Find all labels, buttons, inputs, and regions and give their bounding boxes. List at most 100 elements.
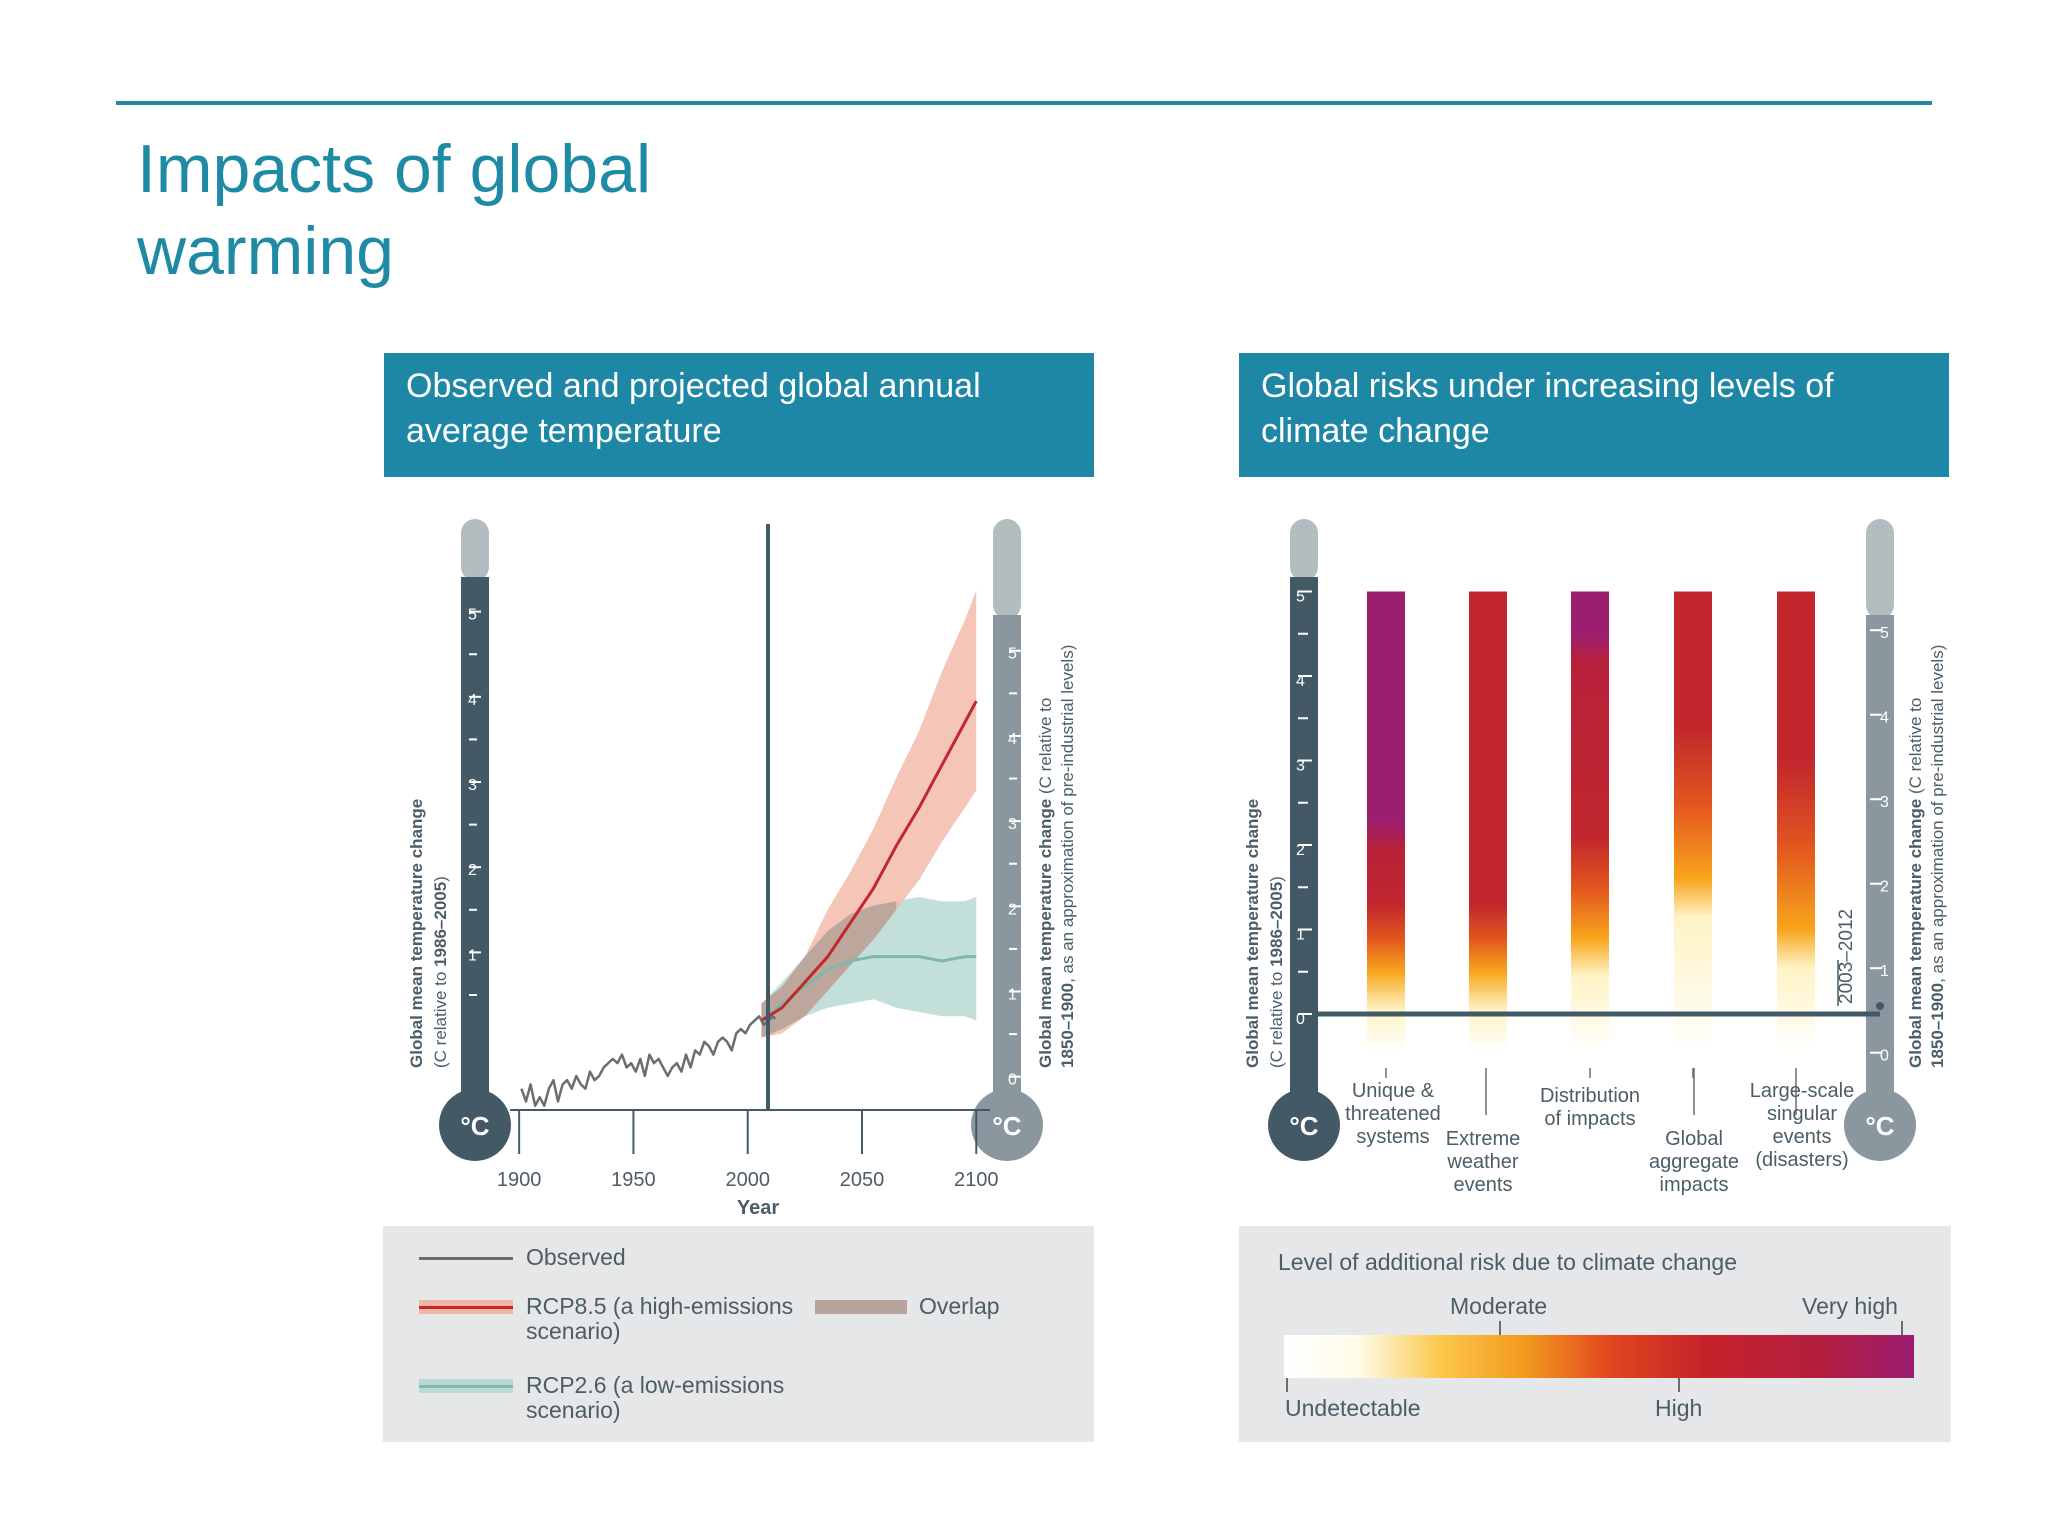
- x-axis-ticks: 1900 1950 2000 2050 2100: [497, 1110, 999, 1191]
- legend-rcp26-label-2: scenario): [526, 1397, 621, 1423]
- risk-level-undetectable: Undetectable: [1285, 1395, 1421, 1421]
- left-thermometer-cap: [461, 519, 489, 581]
- risk-category-label: Distribution of impacts: [1540, 1085, 1640, 1130]
- x-tick-label: 1950: [611, 1169, 656, 1191]
- risk-category-labels: Unique & threatened systems Extreme weather e…: [1345, 1080, 1854, 1196]
- thermo-tick-label: 4: [1296, 673, 1305, 690]
- risk-level-moderate: Moderate: [1450, 1293, 1548, 1319]
- risk-bar: [1367, 591, 1405, 1053]
- risk-tick-high: [1678, 1378, 1680, 1392]
- thermo-tick-label: 0: [1008, 1072, 1017, 1089]
- risk-right-bold-a: Global mean temperature change: [1906, 799, 1925, 1068]
- slide-title: Impacts of global warming: [137, 128, 1037, 292]
- thermo-tick-label: 5: [468, 607, 477, 624]
- right-thermometer-bulb: [971, 1089, 1043, 1161]
- risk-right-thermometer-ticks: 5 4 3 2 1 0: [1870, 625, 1889, 1065]
- thermo-tick-label: 4: [1880, 710, 1889, 727]
- risk-left-thermometer-bulb: [1268, 1089, 1340, 1161]
- legend-observed-swatch: [419, 1257, 513, 1260]
- left-thermometer: °C 5 4 3 2 1: [439, 519, 511, 1161]
- risk-category-label-line: of impacts: [1544, 1108, 1635, 1130]
- legend-rcp85-label-1: RCP8.5 (a high-emissions: [526, 1293, 794, 1319]
- x-tick-label: 1900: [497, 1169, 542, 1191]
- risk-category-label-line: impacts: [1660, 1174, 1729, 1196]
- risk-left-sub-a: (C relative to: [1267, 967, 1286, 1068]
- risk-chart: °C 5 4 3 2 1 0 Global mean temperature change…: [1243, 519, 1947, 1196]
- right-yaxis-rest-a: (C relative to: [1036, 698, 1055, 799]
- plot-lines: [520, 700, 978, 1107]
- risk-bar: [1469, 591, 1507, 1053]
- risk-right-thermometer: °C 5 4 3 2 1 0: [1844, 519, 1916, 1161]
- risk-category-dividers: [1385, 1068, 1797, 1115]
- risk-color-scale: [1284, 1335, 1914, 1378]
- thermo-tick-label: 0: [1296, 1011, 1305, 1028]
- left-thermometer-tube: [461, 577, 489, 1102]
- risk-right-thermometer-unit: °C: [1865, 1111, 1894, 1141]
- left-yaxis-label-bold: Global mean temperature change: [407, 799, 426, 1068]
- risk-tick-moderate: [1499, 1321, 1501, 1335]
- left-panel-header: Observed and projected global annual ave…: [384, 353, 1094, 477]
- right-thermometer-cap: [993, 519, 1021, 619]
- risk-left-thermometer-cap: [1290, 519, 1318, 581]
- thermo-tick-label: 3: [1880, 794, 1889, 811]
- risk-level-very-high: Very high: [1802, 1293, 1898, 1319]
- risk-category-label-line: Unique &: [1352, 1080, 1435, 1102]
- reference-line-endpoint: [1876, 1002, 1884, 1010]
- x-axis-title: Year: [737, 1197, 779, 1219]
- thermo-tick-label: 2: [1880, 879, 1889, 896]
- risk-bars: [1367, 591, 1815, 1053]
- left-yaxis-sub-b: 1986–2005: [431, 882, 450, 967]
- risk-category-label-line: events: [1773, 1126, 1832, 1148]
- risk-category-label-line: Large-scale: [1750, 1080, 1855, 1102]
- risk-category-label-line: systems: [1356, 1126, 1429, 1148]
- risk-right-thermometer-bulb: [1844, 1089, 1916, 1161]
- risk-right-bold-b: 1850–1900: [1928, 983, 1947, 1068]
- right-yaxis-rest-b: , as an approximation of pre-industrial …: [1058, 645, 1077, 983]
- right-yaxis-label: Global mean temperature change (C relati…: [1036, 698, 1055, 1068]
- risk-category-label-line: weather: [1446, 1151, 1518, 1173]
- risk-right-thermometer-cap: [1866, 519, 1894, 619]
- risk-legend-title: Level of additional risk due to climate …: [1278, 1249, 1738, 1275]
- risk-tick-undetectable: [1286, 1378, 1288, 1392]
- risk-right-yaxis-sublabel: 1850–1900, as an approximation of pre-in…: [1928, 645, 1947, 1068]
- plot-bands: [761, 590, 977, 1038]
- thermo-tick-label: 3: [1008, 816, 1017, 833]
- risk-right-yaxis-label: Global mean temperature change (C relati…: [1906, 698, 1925, 1068]
- right-yaxis-sublabel: 1850–1900, as an approximation of pre-in…: [1058, 645, 1077, 1068]
- temperature-chart: °C 5 4 3 2 1 Global mean temperature change …: [407, 519, 1077, 1219]
- slide-title-line1: Impacts of global: [137, 131, 652, 207]
- risk-category-label-line: Global: [1665, 1128, 1723, 1150]
- right-panel-header: Global risks under increasing levels of …: [1239, 353, 1949, 477]
- right-yaxis-bold-a: Global mean temperature change: [1036, 799, 1055, 1068]
- right-panel-title: Global risks under increasing levels of …: [1261, 367, 1834, 450]
- x-tick-label: 2050: [840, 1169, 885, 1191]
- right-thermometer: °C 5 4 3 2 1 0: [971, 519, 1043, 1161]
- risk-left-yaxis-sublabel: (C relative to 1986–2005): [1267, 876, 1286, 1068]
- risk-bar: [1571, 591, 1609, 1053]
- risk-left-thermometer: °C 5 4 3 2 1 0: [1268, 519, 1340, 1161]
- left-thermometer-ticks: 5 4 3 2 1: [468, 607, 481, 996]
- legend-overlap-swatch: [815, 1300, 907, 1314]
- risk-legend: Level of additional risk due to climate …: [1239, 1226, 1951, 1442]
- risk-category-label-line: aggregate: [1649, 1151, 1739, 1173]
- risk-left-thermometer-unit: °C: [1289, 1111, 1318, 1141]
- left-yaxis-sublabel: (C relative to 1986–2005): [431, 876, 450, 1068]
- thermo-tick-label: 1: [1880, 963, 1889, 980]
- thermo-tick-label: 0: [1880, 1048, 1889, 1065]
- risk-category-label: Large-scale singular events (disasters): [1750, 1080, 1855, 1171]
- risk-category-label-line: Extreme: [1446, 1128, 1520, 1150]
- right-thermometer-tube: [993, 615, 1021, 1105]
- thermo-tick-label: 3: [468, 777, 477, 794]
- top-rule: [116, 101, 1932, 105]
- left-thermometer-bulb: [439, 1089, 511, 1161]
- right-yaxis-bold-b: 1850–1900: [1058, 983, 1077, 1068]
- left-yaxis-label: Global mean temperature change: [407, 799, 426, 1068]
- risk-bar: [1674, 591, 1712, 1053]
- left-panel-title: Observed and projected global annual ave…: [406, 367, 981, 450]
- risk-category-label: Unique & threatened systems: [1345, 1080, 1441, 1148]
- thermo-tick-label: 4: [1008, 731, 1017, 748]
- risk-category-label: Global aggregate impacts: [1649, 1128, 1739, 1196]
- risk-left-yaxis-bold: Global mean temperature change: [1243, 799, 1262, 1068]
- risk-right-rest-b: , as an approximation of pre-industrial …: [1928, 645, 1947, 983]
